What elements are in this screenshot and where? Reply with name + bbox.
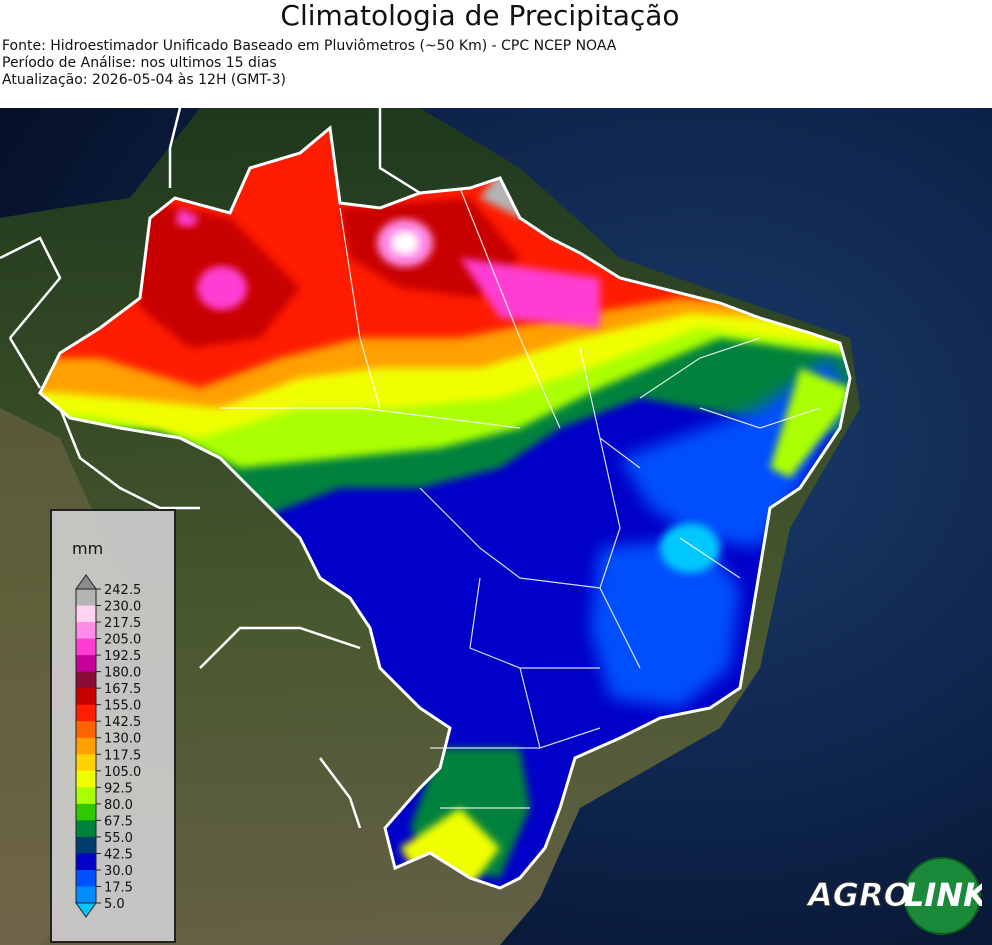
updated-line: Atualização: 2026-05-04 às 12H (GMT-3) [2,72,286,88]
colorbar-tick-label: 130.0 [104,732,141,747]
colorbar-tick-label: 180.0 [104,666,141,681]
colorbar-tick-label: 105.0 [104,765,141,780]
colorbar-segment [76,886,96,904]
colorbar-tick-label: 230.0 [104,600,141,615]
agrolink-logo: AGRO LINK [806,857,982,935]
colorbar-outline [75,588,97,904]
colorbar-tick-label: 192.5 [104,649,141,664]
colorbar-legend: mm 242.5 230.0 217.5 205.0 192.5 180.0 167.5 15… [50,509,176,943]
colorbar-segment [76,638,96,656]
colorbar-segment [76,853,96,871]
colorbar-segment [76,655,96,673]
colorbar-tick-label: 67.5 [104,814,133,829]
colorbar-segment [76,836,96,854]
map-title: Climatologia de Precipitação [280,0,680,32]
colorbar-tick-label: 80.0 [104,798,133,813]
source-line: Fonte: Hidroestimador Unificado Baseado … [2,38,617,54]
colorbar-top-arrow [75,574,97,590]
colorbar-tick-label: 142.5 [104,715,141,730]
colorbar-segment [76,605,96,623]
period-line: Período de Análise: nos ultimos 15 dias [2,55,277,71]
colorbar-tick-label: 167.5 [104,682,141,697]
colorbar-tick-label: 92.5 [104,781,133,796]
logo-text-agro: AGRO [806,876,911,914]
logo-text-link: LINK [904,876,982,914]
colorbar-segment [76,754,96,772]
colorbar-tick-label: 42.5 [104,847,133,862]
colorbar-tick-label: 217.5 [104,616,141,631]
state-borders [220,187,821,809]
colorbar-segment [76,721,96,739]
colorbar-tick-label: 55.0 [104,831,133,846]
colorbar-segment [76,688,96,706]
colorbar-segment [76,869,96,887]
colorbar-segment [76,671,96,689]
colorbar-tick-label: 155.0 [104,699,141,714]
colorbar-segment [76,737,96,755]
colorbar-tick-label: 17.5 [104,880,133,895]
colorbar-tick-label: 242.5 [104,583,141,598]
colorbar-segment [76,803,96,821]
colorbar-segment [76,820,96,838]
colorbar-tick-label: 117.5 [104,748,141,763]
colorbar-tick-label: 30.0 [104,864,133,879]
colorbar-segment [76,589,96,607]
country-borders [0,108,421,829]
precipitation-map [0,108,992,945]
colorbar-bottom-arrow [75,902,97,918]
colorbar-segment [76,622,96,640]
colorbar-tick-label: 5.0 [104,897,125,912]
map-metadata: Fonte: Hidroestimador Unificado Baseado … [2,38,616,89]
colorbar-segment [76,770,96,788]
legend-unit: mm [72,539,104,558]
colorbar-tick-label: 205.0 [104,633,141,648]
colorbar-segment [76,787,96,805]
colorbar-segment [76,704,96,722]
